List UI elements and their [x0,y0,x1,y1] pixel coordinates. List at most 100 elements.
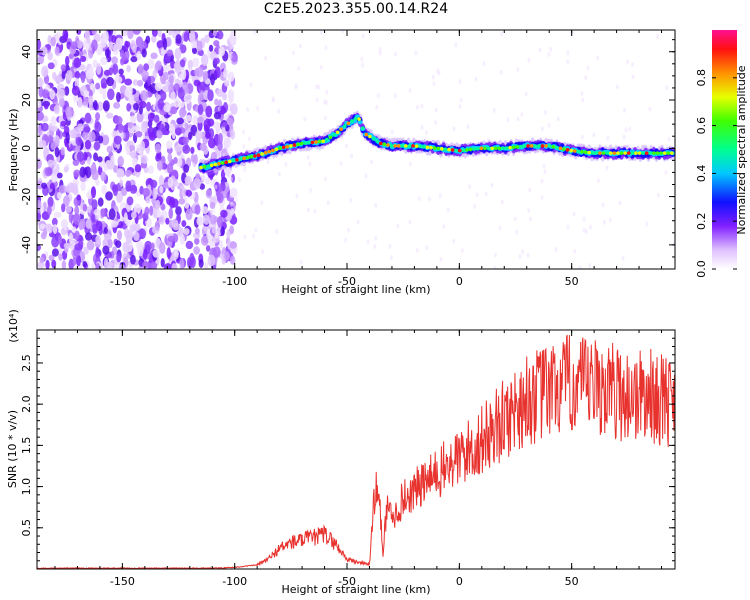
haze-dot [325,89,329,95]
noise-blob [174,144,182,153]
haze-dot [625,59,629,65]
ridge-peak [368,134,372,139]
ridge-peak [601,151,606,155]
snr-y-axis-title: SNR (10 * v/v) [6,410,19,488]
haze-dot [549,46,553,52]
spectrogram-image [37,30,675,269]
ridge-peak [267,149,272,154]
noise-blob [38,77,44,88]
noise-blob [82,151,88,161]
haze-dot [317,84,321,90]
noise-blob [93,152,99,162]
noise-blob [160,258,165,268]
haze-dot [298,43,302,49]
haze-dot [556,116,560,122]
noise-blob [150,242,155,250]
ridge-peak [375,139,379,143]
ridge-peak [328,135,333,140]
noise-blob [171,219,179,228]
ridge-peak [199,165,203,170]
noise-blob [111,56,118,65]
noise-blob [82,131,89,141]
noise-blob [91,169,99,181]
noise-blob [129,254,136,265]
noise-blob [214,66,221,79]
ridge-peak [626,151,631,155]
noise-blob [183,93,192,104]
haze-dot [452,238,456,244]
ridge-peak [573,149,577,153]
haze-dot [260,200,264,206]
haze-dot [518,253,522,259]
noise-blob [216,192,224,204]
haze-dot [266,159,270,165]
colorbar-tick-label: 0.8 [695,69,708,87]
noise-blob [200,54,209,66]
noise-blob [85,218,92,230]
noise-blob [112,63,119,76]
noise-blob [204,177,211,185]
haze-dot [580,134,584,140]
haze-dot [628,126,632,132]
noise-blob [216,30,224,40]
noise-blob [227,89,235,101]
ridge-peak [544,144,548,148]
noise-blob [194,227,200,235]
noise-blob [130,56,138,63]
noise-blob [184,175,192,185]
noise-blob [152,249,161,258]
haze-dot [344,237,348,243]
noise-blob [37,202,42,212]
noise-blob [84,112,92,124]
haze-dot [516,66,520,72]
ridge-peak [400,144,405,148]
ridge-peak [450,148,455,152]
noise-blob [168,83,175,93]
noise-blob [68,258,75,269]
colorbar-tick-label: 0.0 [695,260,708,278]
y-tick-label: 1.5 [20,437,33,455]
noise-blob [115,192,123,204]
ridge-peak [472,147,476,151]
haze-dot [308,161,312,167]
x-tick-label: 0 [456,275,463,288]
noise-blob [65,185,73,194]
haze-dot [540,194,544,200]
haze-dot [592,132,596,138]
noise-blob [71,85,80,96]
noise-blob [195,173,201,180]
noise-blob [68,232,74,244]
haze-dot [433,119,437,125]
ridge-peak [249,154,254,159]
x-tick-label: -100 [222,575,247,588]
ridge-peak [443,147,448,152]
noise-blob [128,94,134,106]
noise-blob [95,82,101,90]
noise-blob [84,166,92,179]
spectrogram-x-axis-title: Height of straight line (km) [281,283,430,296]
noise-blob [63,195,70,207]
x-tick-label: 50 [565,275,579,288]
noise-blob [230,208,235,216]
haze-dot [454,42,458,48]
haze-dot [459,97,463,103]
noise-blob [217,140,223,152]
noise-blob [213,57,220,65]
ridge-peak [565,148,570,152]
ridge-peak [587,150,591,155]
ridge-peak [422,145,426,149]
haze-dot [214,184,218,190]
noise-blob [84,139,92,150]
noise-blob [54,46,60,55]
noise-blob [115,76,123,84]
noise-blob [188,30,196,42]
ridge-peak [440,147,444,151]
noise-blob [207,118,215,127]
noise-blob [113,135,122,145]
noise-blob [39,256,45,264]
noise-blob [205,132,212,140]
noise-blob [194,204,201,215]
haze-dot [314,84,318,90]
ridge-peak [529,144,534,148]
x-tick-label: -150 [110,575,135,588]
